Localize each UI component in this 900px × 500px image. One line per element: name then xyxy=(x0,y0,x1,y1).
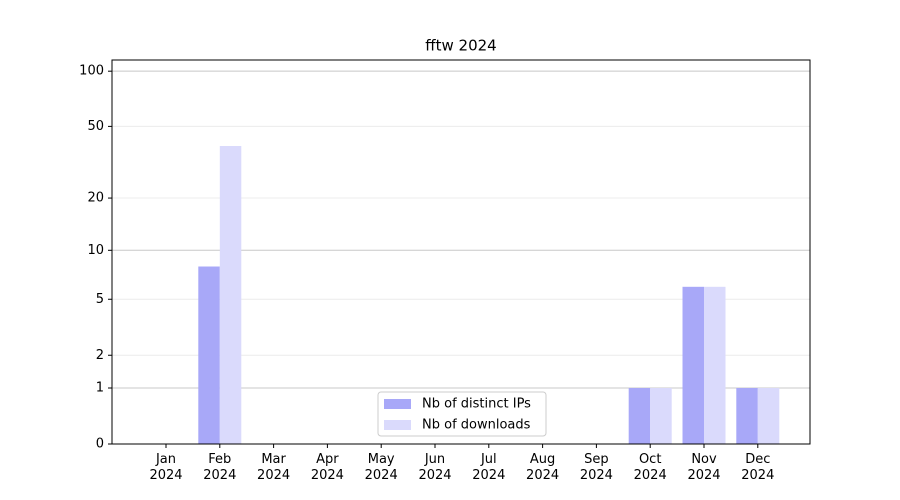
x-tick-label: Jan 2024 xyxy=(149,452,183,483)
x-tick-label: Jun 2024 xyxy=(418,452,452,483)
y-tick-label: 0 xyxy=(96,437,104,452)
x-tick-label: Sep 2024 xyxy=(579,452,613,483)
legend-label: Nb of downloads xyxy=(422,418,531,433)
plot-frame xyxy=(111,59,811,445)
bar xyxy=(628,388,651,444)
legend: Nb of distinct IPs Nb of downloads xyxy=(377,391,547,437)
bar xyxy=(736,388,758,444)
x-tick-label: Dec 2024 xyxy=(741,452,775,483)
y-tick-label: 10 xyxy=(87,243,104,258)
x-tick-label: May 2024 xyxy=(364,452,398,483)
y-tick-label: 5 xyxy=(96,292,104,307)
y-tick-label: 100 xyxy=(79,64,104,79)
bar xyxy=(704,286,726,444)
chart-title: fftw 2024 xyxy=(425,37,496,55)
y-tick-label: 1 xyxy=(96,381,104,396)
x-tick-label: Apr 2024 xyxy=(310,452,344,483)
y-tick-label: 2 xyxy=(96,348,104,363)
y-tick-label: 20 xyxy=(87,191,104,206)
legend-swatch xyxy=(384,399,411,409)
x-tick-label: Mar 2024 xyxy=(257,452,291,483)
bar xyxy=(757,388,780,444)
bar xyxy=(198,266,220,444)
legend-swatch xyxy=(384,420,411,430)
x-tick-label: Feb 2024 xyxy=(203,452,237,483)
legend-box xyxy=(377,391,547,437)
x-tick-label: Jul 2024 xyxy=(472,452,506,483)
bar xyxy=(650,388,672,444)
y-tick-label: 50 xyxy=(87,119,104,134)
x-tick-label: Aug 2024 xyxy=(526,452,560,483)
x-tick-label: Nov 2024 xyxy=(687,452,721,483)
bar xyxy=(219,146,242,444)
x-tick-label: Oct 2024 xyxy=(633,452,667,483)
bar xyxy=(682,286,704,444)
legend-label: Nb of distinct IPs xyxy=(422,397,531,412)
